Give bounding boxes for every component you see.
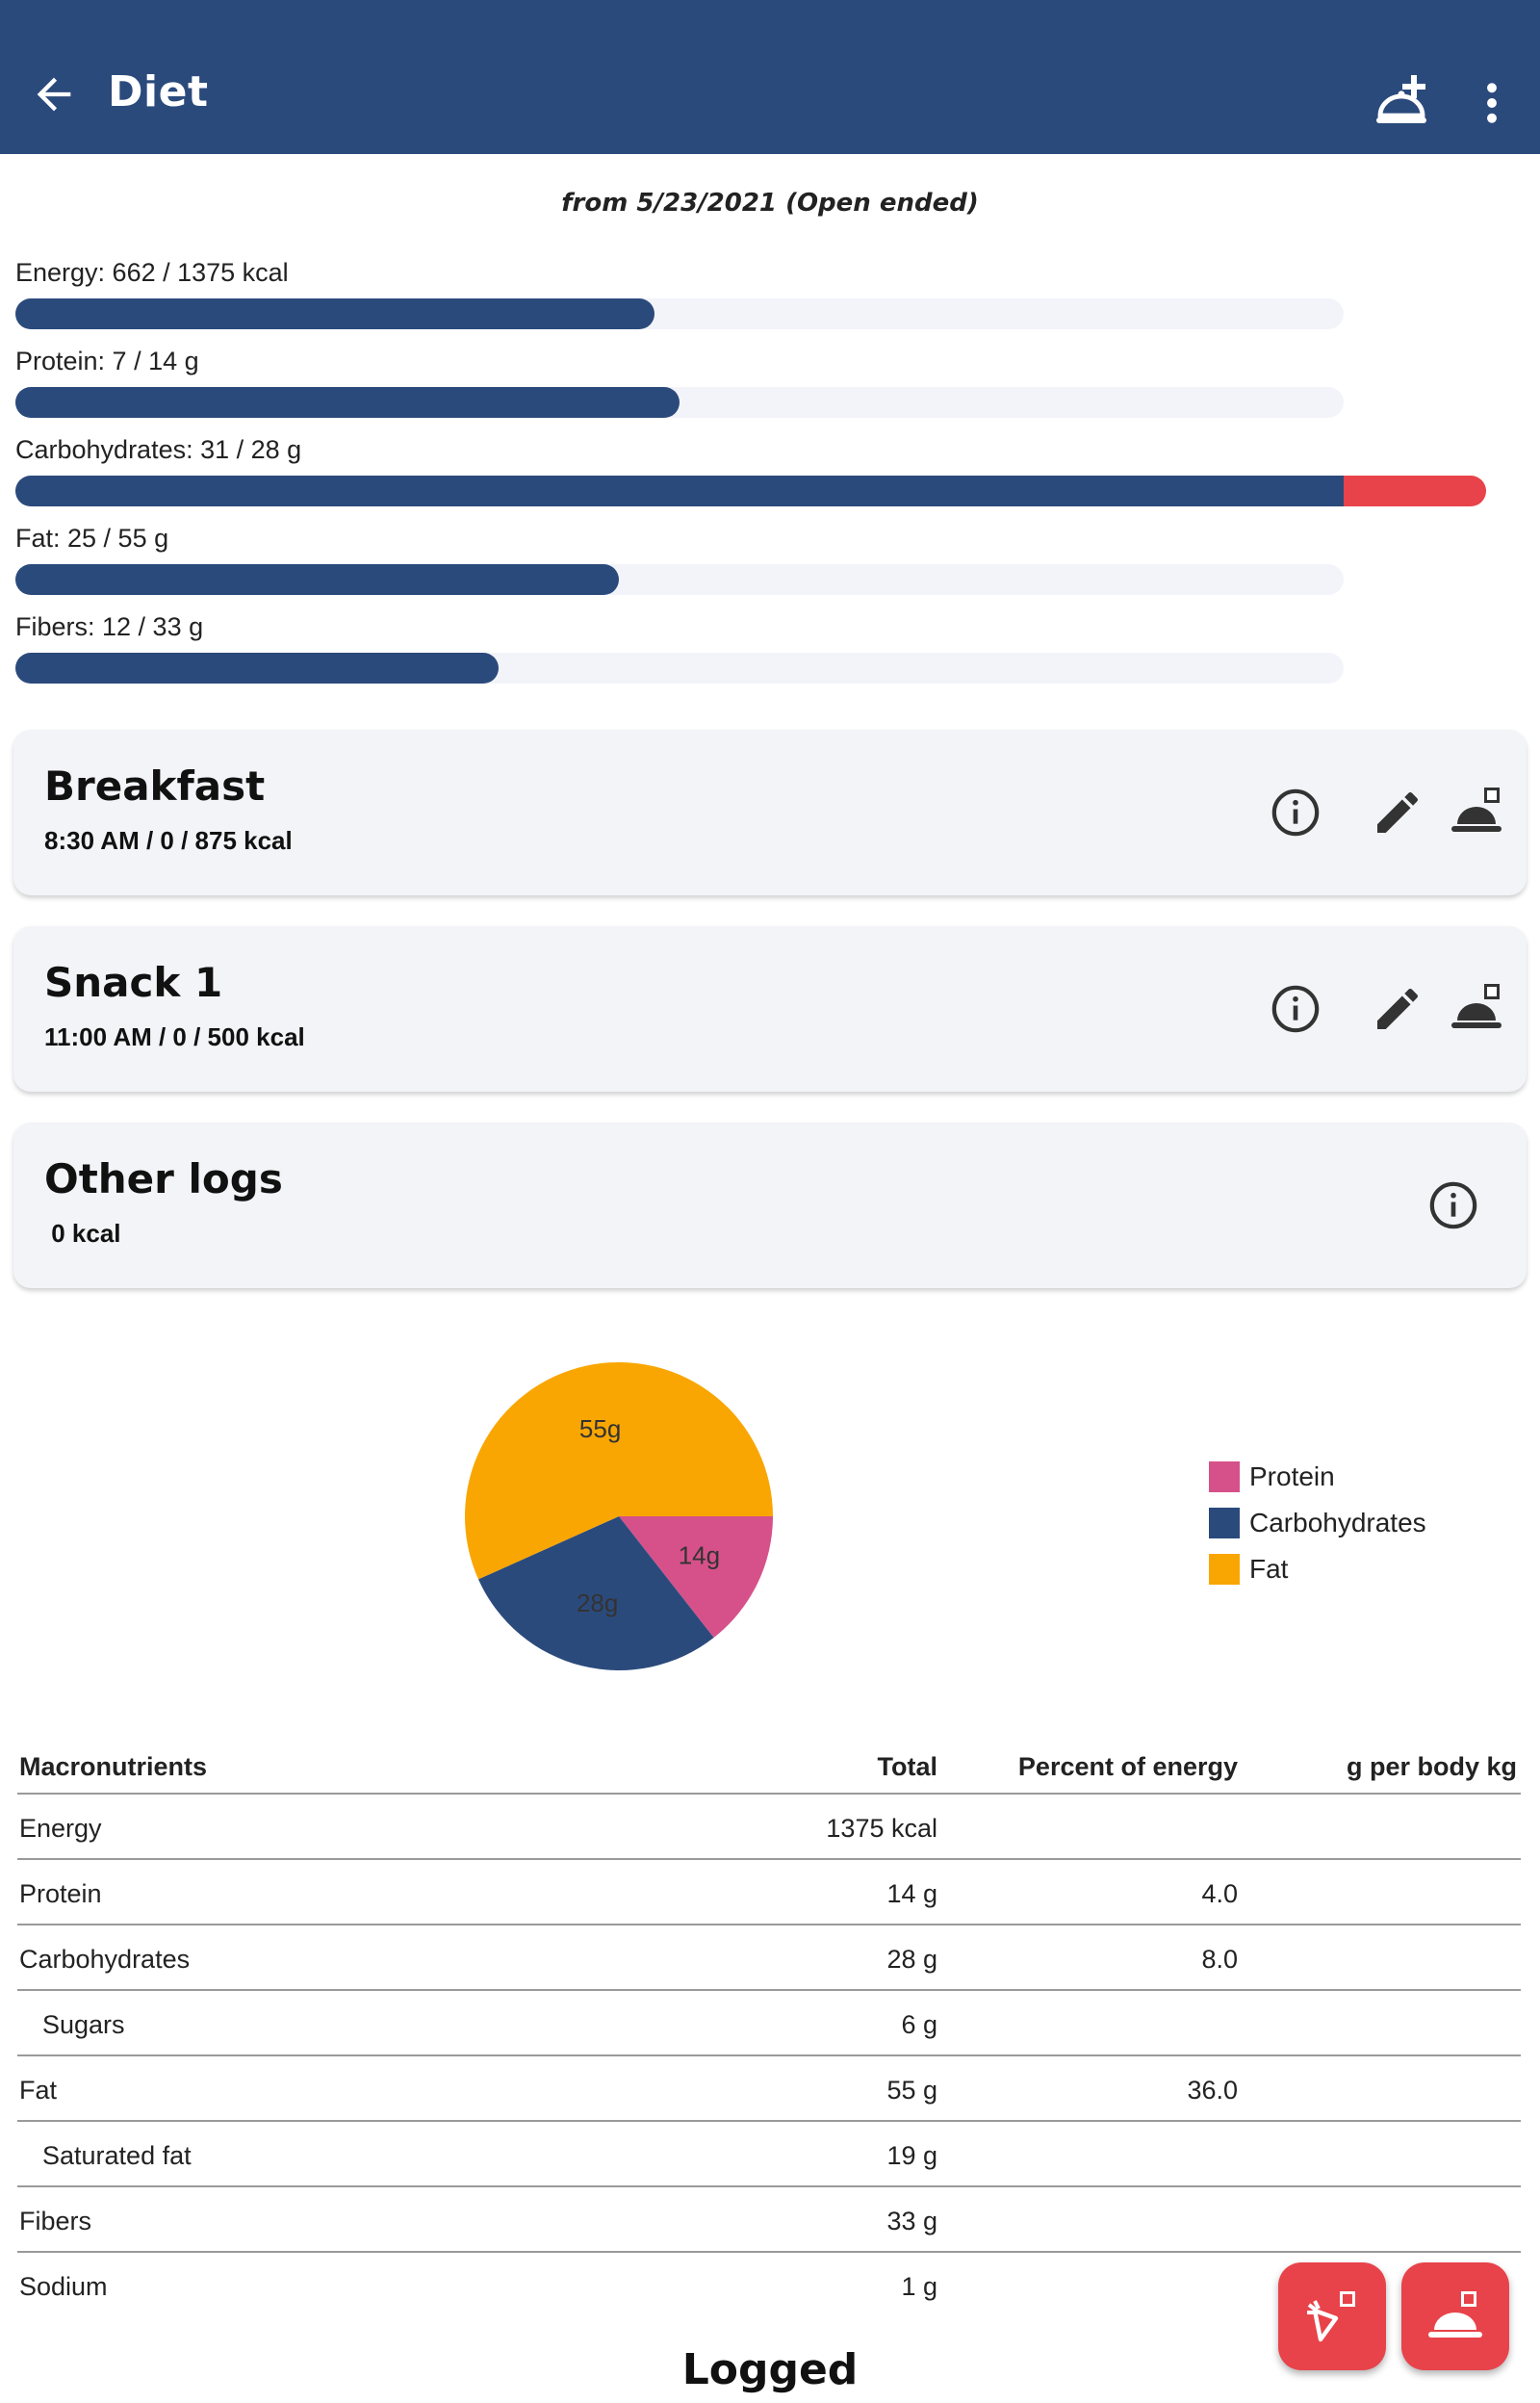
pie-slice-label: 14g bbox=[679, 1541, 720, 1570]
meal-card-other-logs[interactable]: Other logs 0 kcal bbox=[13, 1123, 1527, 1288]
row-name: Saturated fat bbox=[42, 2141, 192, 2170]
header-total: Total bbox=[877, 1752, 938, 1781]
row-percent-energy: 4.0 bbox=[1201, 1879, 1238, 1908]
row-total: 55 g bbox=[886, 2076, 937, 2105]
legend-item-fat: Fat bbox=[1209, 1546, 1426, 1592]
header-percent-energy: Percent of energy bbox=[1017, 1752, 1238, 1781]
goal-label: Protein: 7 / 14 g bbox=[15, 347, 199, 375]
more-vertical-icon[interactable] bbox=[1473, 77, 1511, 129]
add-meal-icon[interactable] bbox=[1374, 75, 1432, 129]
meal-log-icon[interactable] bbox=[1451, 982, 1505, 1036]
macronutrient-pie-chart: 14g 28g 55g bbox=[465, 1362, 773, 1670]
header-macronutrients: Macronutrients bbox=[19, 1752, 208, 1781]
progress-fill bbox=[15, 476, 1344, 506]
pie-slice-fat bbox=[465, 1362, 773, 1580]
app-bar: Diet bbox=[0, 0, 1540, 154]
legend-label: Carbohydrates bbox=[1249, 1508, 1426, 1537]
goal-progress-3: Fat: 25 / 55 g bbox=[15, 520, 1540, 595]
goal-progress-0: Energy: 662 / 1375 kcal bbox=[15, 254, 1540, 329]
goal-label: Carbohydrates: 31 / 28 g bbox=[15, 435, 302, 464]
legend-label: Fat bbox=[1249, 1554, 1289, 1584]
legend-item-carbohydrates: Carbohydrates bbox=[1209, 1500, 1426, 1546]
row-total: 33 g bbox=[886, 2207, 937, 2235]
legend-swatch bbox=[1209, 1554, 1240, 1585]
macronutrient-table: Macronutrients Total Percent of energy g… bbox=[17, 1743, 1521, 2318]
log-ingredient-button[interactable] bbox=[1278, 2262, 1386, 2370]
info-icon[interactable] bbox=[1269, 786, 1322, 840]
legend-swatch bbox=[1209, 1508, 1240, 1538]
row-name: Energy bbox=[19, 1814, 102, 1843]
row-name: Fibers bbox=[19, 2207, 92, 2235]
edit-icon[interactable] bbox=[1371, 982, 1424, 1036]
meal-card-breakfast[interactable]: Breakfast 8:30 AM / 0 / 875 kcal bbox=[13, 730, 1527, 895]
table-row: Protein 14 g 4.0 bbox=[17, 1860, 1521, 1925]
row-name: Carbohydrates bbox=[19, 1945, 191, 1974]
row-name: Fat bbox=[19, 2076, 58, 2105]
row-name: Sugars bbox=[42, 2010, 125, 2039]
pie-slice-protein bbox=[619, 1516, 773, 1639]
row-percent-energy: 36.0 bbox=[1187, 2076, 1238, 2105]
row-total: 1 g bbox=[901, 2272, 937, 2301]
row-total: 1375 kcal bbox=[826, 1814, 937, 1843]
legend-item-protein: Protein bbox=[1209, 1454, 1426, 1500]
table-row: Carbohydrates 28 g 8.0 bbox=[17, 1925, 1521, 1991]
goal-progress-1: Protein: 7 / 14 g bbox=[15, 343, 1540, 418]
goal-progress-2: Carbohydrates: 31 / 28 g bbox=[15, 431, 1540, 506]
header-g-per-kg: g per body kg bbox=[1346, 1752, 1517, 1781]
diet-period: from 5/23/2021 (Open ended) bbox=[561, 189, 979, 218]
arrow-left-icon[interactable] bbox=[29, 69, 79, 119]
pie-slice-carbohydrates bbox=[477, 1516, 714, 1670]
logged-heading: Logged bbox=[681, 2345, 859, 2394]
log-ingredient-icon bbox=[1307, 2291, 1355, 2342]
row-total: 28 g bbox=[886, 1945, 937, 1974]
log-meal-button[interactable] bbox=[1401, 2262, 1509, 2370]
progress-fill bbox=[15, 298, 654, 329]
progress-overflow bbox=[1344, 476, 1486, 506]
goal-progress-4: Fibers: 12 / 33 g bbox=[15, 608, 1540, 684]
progress-fill bbox=[15, 387, 680, 418]
meal-log-icon[interactable] bbox=[1451, 786, 1505, 840]
meal-time-energy: 8:30 AM / 0 / 875 kcal bbox=[44, 826, 293, 855]
meal-time-energy: 11:00 AM / 0 / 500 kcal bbox=[44, 1022, 305, 1051]
meal-energy: 0 kcal bbox=[44, 1219, 121, 1248]
info-icon[interactable] bbox=[1426, 1178, 1480, 1232]
page-title: Diet bbox=[108, 67, 209, 116]
row-total: 19 g bbox=[886, 2141, 937, 2170]
pie-slice-label: 55g bbox=[579, 1414, 621, 1443]
legend-label: Protein bbox=[1249, 1461, 1335, 1491]
row-name: Sodium bbox=[19, 2272, 108, 2301]
edit-icon[interactable] bbox=[1371, 786, 1424, 840]
meal-card-snack-1[interactable]: Snack 1 11:00 AM / 0 / 500 kcal bbox=[13, 926, 1527, 1092]
log-meal-icon bbox=[1428, 2291, 1482, 2338]
table-header: Macronutrients Total Percent of energy g… bbox=[17, 1743, 1521, 1795]
legend-swatch bbox=[1209, 1461, 1240, 1492]
goal-label: Fibers: 12 / 33 g bbox=[15, 612, 204, 641]
pie-legend: Protein Carbohydrates Fat bbox=[1209, 1454, 1426, 1592]
table-body: Energy 1375 kcal Protein 14 g 4.0 Carbohydrat… bbox=[17, 1795, 1521, 2318]
pie-slice-label: 28g bbox=[577, 1589, 618, 1617]
table-row: Sodium 1 g bbox=[17, 2253, 1521, 2318]
table-row: Fat 55 g 36.0 bbox=[17, 2056, 1521, 2122]
meal-name: Other logs bbox=[44, 1155, 283, 1202]
row-total: 6 g bbox=[901, 2010, 937, 2039]
progress-fill bbox=[15, 653, 499, 684]
table-row: Saturated fat 19 g bbox=[17, 2122, 1521, 2187]
meal-name: Snack 1 bbox=[44, 959, 223, 1006]
info-icon[interactable] bbox=[1269, 982, 1322, 1036]
goal-label: Energy: 662 / 1375 kcal bbox=[15, 258, 289, 287]
table-row: Energy 1375 kcal bbox=[17, 1795, 1521, 1860]
row-name: Protein bbox=[19, 1879, 102, 1908]
progress-fill bbox=[15, 564, 619, 595]
table-row: Sugars 6 g bbox=[17, 1991, 1521, 2056]
row-percent-energy: 8.0 bbox=[1201, 1945, 1238, 1974]
table-row: Fibers 33 g bbox=[17, 2187, 1521, 2253]
meal-name: Breakfast bbox=[44, 762, 266, 810]
goal-label: Fat: 25 / 55 g bbox=[15, 524, 169, 553]
row-total: 14 g bbox=[886, 1879, 937, 1908]
